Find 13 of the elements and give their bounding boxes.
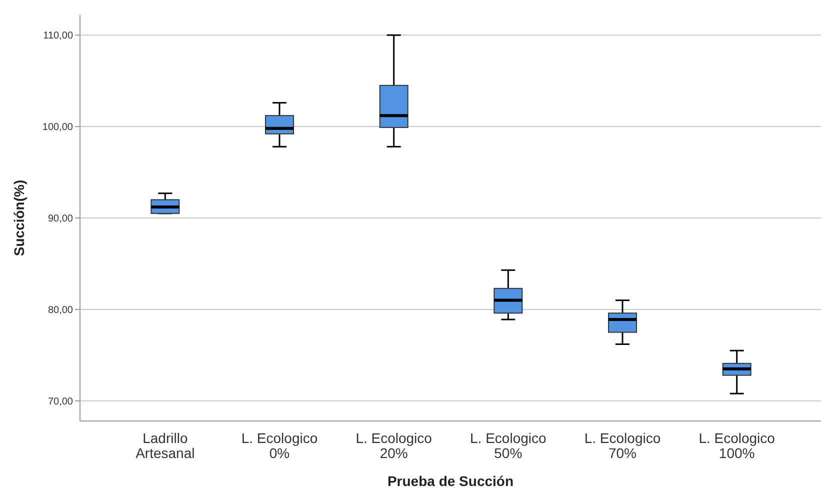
x-tick-label: L. Ecologico 50% [470, 430, 547, 461]
y-axis-title: Succión(%) [11, 180, 27, 256]
x-tick-label: Ladrillo Artesanal [136, 430, 195, 461]
x-tick-label: L. Ecologico 0% [241, 430, 318, 461]
y-tick-label: 100,00 [42, 122, 74, 134]
y-tick-label: 80,00 [48, 304, 74, 316]
y-tick-label: 90,00 [48, 214, 74, 224]
x-tick-label: L. Ecologico 20% [356, 430, 432, 461]
y-tick-label: 110,00 [43, 30, 74, 42]
y-tick-label: 70,00 [48, 396, 74, 408]
x-tick-label: L. Ecologico 70% [584, 430, 661, 461]
x-axis-title: Prueba de Succión [387, 473, 514, 489]
x-tick-label: L. Ecologico 100% [698, 430, 776, 461]
